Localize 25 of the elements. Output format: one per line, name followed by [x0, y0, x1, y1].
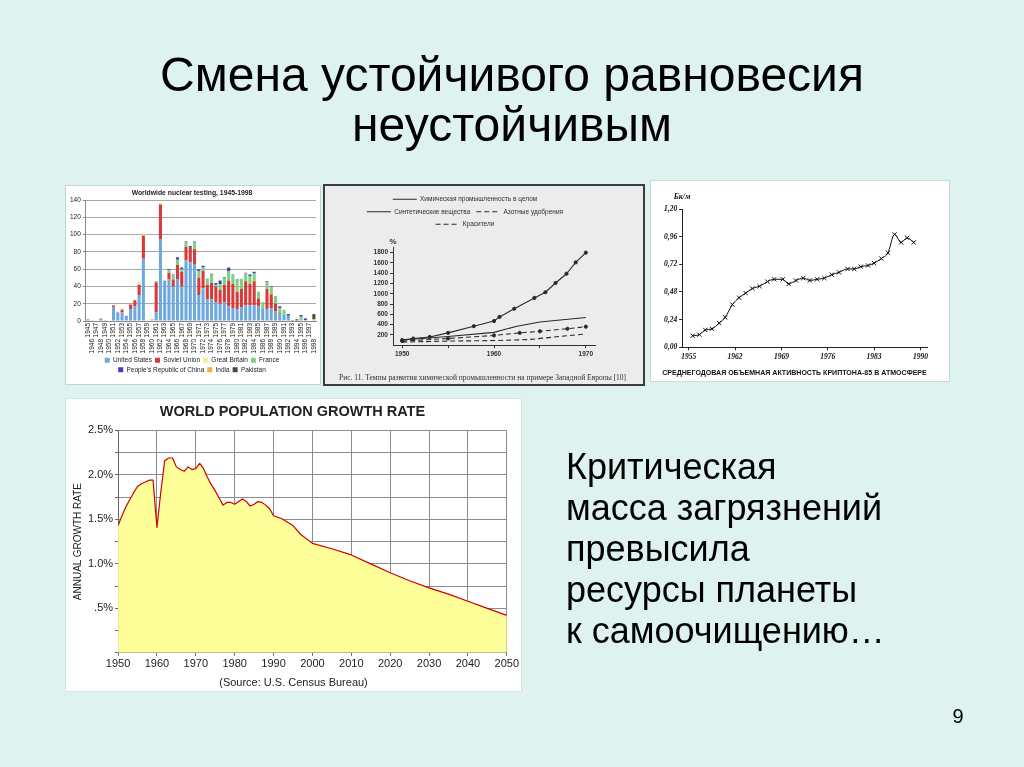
x-tick-label: 2010: [339, 657, 364, 670]
y-tick-label: .5%: [94, 601, 114, 614]
y-axis-title: %: [389, 236, 397, 246]
x-tick-label: 1990: [261, 657, 286, 670]
text: Критическая масса загрязнений превысила ресурсы планеты к самоочищению…: [566, 446, 886, 651]
x-tick-label: 2030: [416, 657, 442, 670]
x-tick-label: 2020: [377, 657, 403, 670]
y-axis-title: Бк/м: [672, 192, 692, 202]
x-tick-label: 1950: [105, 657, 131, 670]
y-tick-label: 1.0%: [87, 556, 114, 569]
text: СРЕДНЕГОДОВАЯ ОБЪЕМНАЯ АКТИВНОСТЬ КРИПТОНА-85 В АТМОСФЕРЕ: [662, 367, 927, 378]
x-tick-label: 1970: [183, 657, 209, 670]
text: 9: [951, 704, 965, 728]
x-tick-label: 1980: [222, 657, 247, 670]
x-tick-label: 1960: [144, 657, 170, 670]
y-tick-label: 2.0%: [87, 467, 114, 480]
x-tick-label: 2000: [300, 657, 325, 670]
y-tick-label: 1.5%: [87, 512, 114, 525]
x-tick-label: 2050: [494, 657, 520, 670]
y-axis-title: ANNUAL GROWTH RATE: [71, 482, 83, 601]
text: Смена устойчивого равновесия неустойчивым: [159, 48, 865, 151]
x-tick-label: 2040: [455, 657, 481, 670]
chart-title: WORLD POPULATION GROWTH RATE: [159, 402, 426, 419]
text: (Source: U.S. Census Bureau): [219, 676, 368, 688]
y-tick-label: 2.5%: [87, 423, 114, 436]
